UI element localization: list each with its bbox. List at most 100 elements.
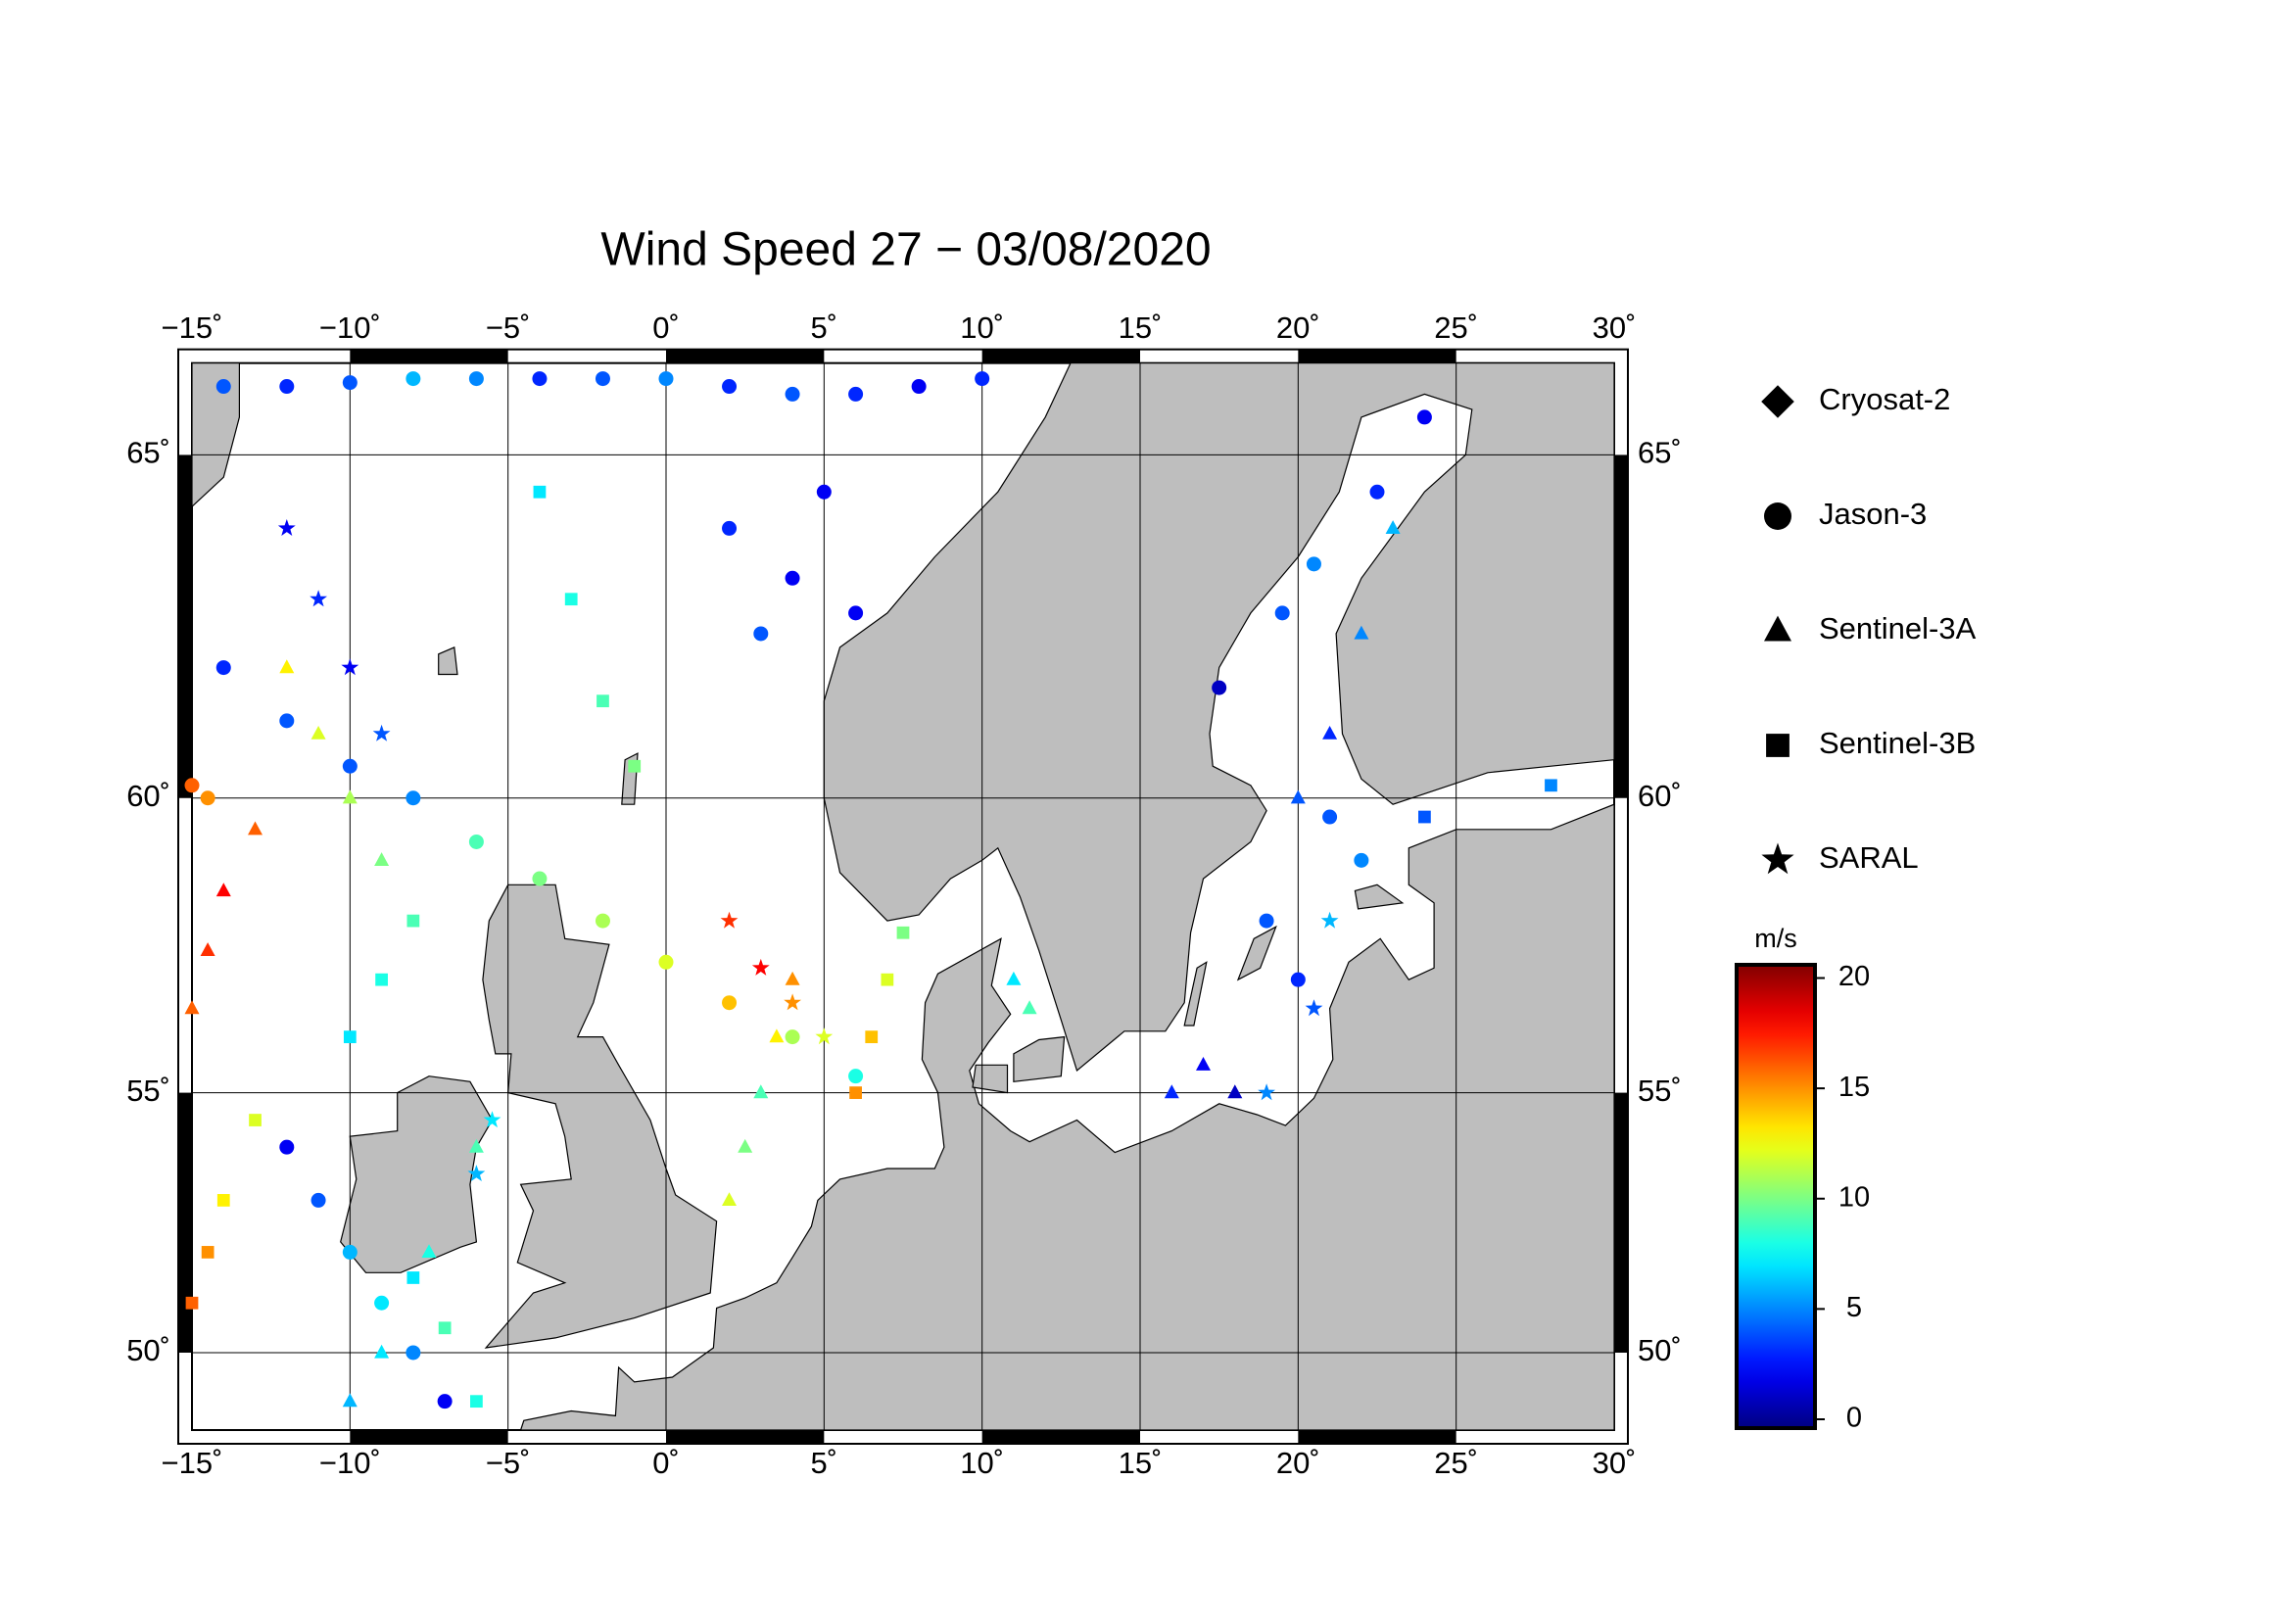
data-point <box>201 1246 215 1259</box>
border-bar <box>1298 349 1456 363</box>
y-tick-label-right: 65˚ <box>1638 436 1682 470</box>
data-point <box>532 871 548 886</box>
data-point <box>342 789 358 804</box>
data-point <box>342 758 358 774</box>
data-point <box>1290 789 1306 804</box>
data-point <box>1418 810 1431 824</box>
data-point <box>1022 1000 1037 1015</box>
data-point <box>310 590 327 607</box>
data-point <box>785 570 800 586</box>
data-point <box>406 371 421 387</box>
data-point <box>279 379 295 395</box>
data-point <box>343 1030 357 1043</box>
data-point <box>815 1027 834 1045</box>
data-point <box>533 485 547 499</box>
land <box>823 363 1614 1073</box>
data-point <box>437 1394 453 1409</box>
legend-label: SARAL <box>1819 840 1919 875</box>
land <box>192 363 240 508</box>
border-bar <box>981 349 1140 363</box>
data-point <box>374 852 390 866</box>
data-point <box>310 1192 326 1208</box>
land <box>972 1064 1009 1094</box>
data-point <box>1322 726 1338 740</box>
data-point <box>628 759 642 773</box>
data-point <box>1545 779 1557 792</box>
legend-marker <box>1764 502 1791 530</box>
data-point <box>751 958 770 976</box>
colorbar-tick-label: 5 <box>1846 1292 1862 1323</box>
x-tick-label-bottom: 10˚ <box>960 1446 1004 1480</box>
x-tick-label-bottom: 0˚ <box>652 1446 680 1480</box>
data-point <box>310 726 326 740</box>
x-tick-label-bottom: −15˚ <box>162 1446 223 1480</box>
colorbar-tick-label: 20 <box>1838 961 1870 992</box>
border-bar <box>350 1430 508 1444</box>
data-point <box>483 1111 501 1128</box>
data-point <box>848 1069 864 1084</box>
data-point <box>341 658 359 676</box>
data-point <box>785 1029 800 1045</box>
data-point <box>1306 556 1321 572</box>
data-point <box>468 834 484 849</box>
x-tick-label-top: −5˚ <box>486 310 531 345</box>
colorbar-tick-label: 15 <box>1838 1072 1870 1103</box>
data-point <box>753 1084 769 1099</box>
data-point <box>1212 680 1227 695</box>
data-point <box>658 954 674 970</box>
border-bar <box>666 1430 825 1444</box>
data-point <box>975 371 990 387</box>
data-point <box>784 993 801 1011</box>
map-title: Wind Speed 27 − 03/08/2020 <box>600 224 1211 276</box>
colorbar-tick-label: 0 <box>1846 1403 1862 1434</box>
x-tick-label-bottom: −5˚ <box>486 1446 531 1480</box>
y-tick-label-left: 50˚ <box>126 1333 170 1367</box>
data-point <box>722 1192 737 1206</box>
data-point <box>406 790 421 806</box>
data-point <box>277 519 296 536</box>
data-point <box>249 1114 262 1126</box>
data-point <box>1320 911 1339 929</box>
data-point <box>848 605 864 621</box>
x-tick-label-top: −10˚ <box>319 310 381 345</box>
data-point <box>720 911 739 929</box>
data-point <box>722 520 738 536</box>
data-point <box>881 973 894 986</box>
x-tick-label-top: 5˚ <box>811 310 838 345</box>
data-point <box>1006 971 1022 985</box>
data-point <box>738 1138 753 1153</box>
border-bar <box>1614 1092 1628 1353</box>
data-point <box>406 914 420 928</box>
border-bar <box>981 1430 1140 1444</box>
x-tick-label-top: −15˚ <box>162 310 223 345</box>
data-point <box>1258 1083 1275 1101</box>
data-point <box>564 593 578 606</box>
data-point <box>722 379 738 395</box>
x-tick-label-top: 25˚ <box>1434 310 1478 345</box>
land-layer <box>192 363 1614 1430</box>
data-point <box>753 626 769 642</box>
data-point <box>1274 605 1290 621</box>
legend-label: Jason-3 <box>1819 497 1927 531</box>
data-point <box>470 1395 483 1409</box>
data-point <box>200 790 215 806</box>
border-bar <box>350 349 508 363</box>
y-tick-label-right: 55˚ <box>1638 1074 1682 1108</box>
x-tick-label-top: 30˚ <box>1593 310 1637 345</box>
border-bar <box>178 454 192 798</box>
legend-label: Cryosat-2 <box>1819 382 1950 416</box>
data-point <box>374 1295 390 1311</box>
data-point <box>658 371 674 387</box>
data-point <box>375 973 388 986</box>
data-point <box>1290 972 1306 987</box>
data-point <box>597 694 609 708</box>
land <box>1236 925 1277 981</box>
data-point <box>468 1138 484 1153</box>
data-point <box>1354 852 1369 868</box>
data-point <box>468 371 484 387</box>
data-point <box>595 371 610 387</box>
data-point <box>421 1244 437 1258</box>
x-tick-label-top: 15˚ <box>1119 310 1163 345</box>
